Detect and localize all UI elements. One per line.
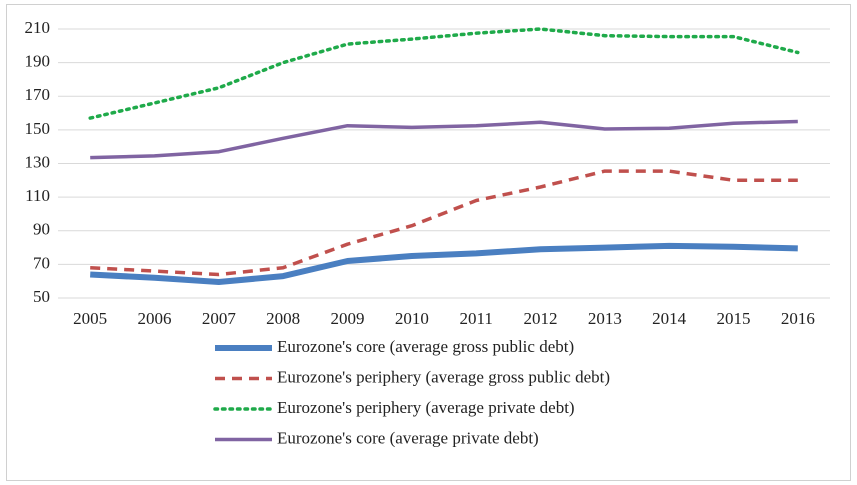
legend-label: Eurozone's core (average gross public de… <box>277 337 574 356</box>
series-line <box>88 27 800 120</box>
series-line <box>90 169 798 277</box>
y-tick-label: 70 <box>33 253 50 272</box>
x-tick-label: 2015 <box>717 309 751 328</box>
legend-label: Eurozone's core (average private debt) <box>277 428 539 447</box>
y-tick-label: 190 <box>25 52 51 71</box>
legend-label: Eurozone's periphery (average private de… <box>277 398 575 417</box>
x-tick-label: 2013 <box>588 309 622 328</box>
x-tick-label: 2014 <box>652 309 687 328</box>
series-line <box>90 242 798 285</box>
x-tick-label: 2008 <box>266 309 300 328</box>
y-tick-label: 110 <box>25 186 50 205</box>
x-tick-label: 2006 <box>138 309 172 328</box>
y-tick-label: 130 <box>25 152 51 171</box>
x-tick-label: 2007 <box>202 309 237 328</box>
series-line <box>90 119 798 160</box>
x-tick-label: 2005 <box>73 309 107 328</box>
x-tick-label: 2011 <box>459 309 492 328</box>
chart-frame <box>6 4 851 481</box>
legend-label: Eurozone's periphery (average gross publ… <box>277 367 610 386</box>
x-tick-label: 2009 <box>331 309 365 328</box>
y-tick-label: 90 <box>33 220 50 239</box>
y-tick-label: 150 <box>25 119 51 138</box>
y-tick-label: 170 <box>25 85 51 104</box>
x-tick-label: 2010 <box>395 309 429 328</box>
y-tick-label: 210 <box>25 18 51 37</box>
x-tick-label: 2012 <box>524 309 558 328</box>
y-tick-label: 50 <box>33 287 50 306</box>
x-tick-label: 2016 <box>781 309 815 328</box>
